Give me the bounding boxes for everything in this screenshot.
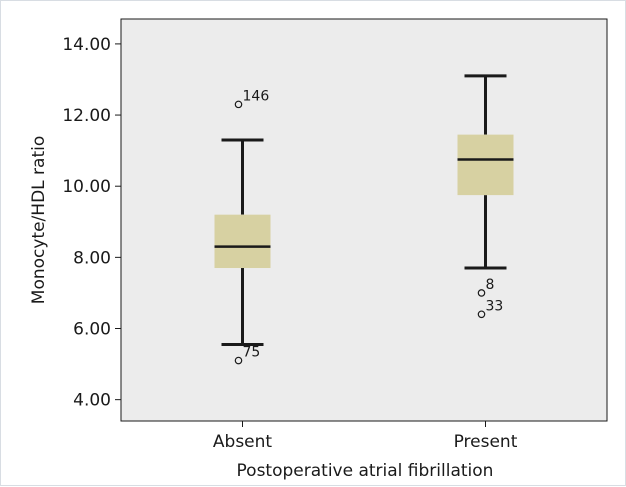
y-tick-label: 14.00 <box>62 35 111 55</box>
outlier-label: 33 <box>486 298 504 314</box>
outlier-label: 146 <box>243 88 270 104</box>
outlier-point <box>234 356 243 365</box>
y-tick-label: 4.00 <box>73 391 111 411</box>
x-axis: Absent Present <box>213 421 518 452</box>
x-axis-title: Postoperative atrial fibrillation <box>237 461 494 481</box>
y-axis: 4.00 6.00 8.00 10.00 12.00 14.00 <box>62 35 121 411</box>
outlier-point <box>234 100 243 109</box>
x-tick-label: Absent <box>213 432 273 452</box>
outlier-point <box>477 289 486 297</box>
outlier-label: 8 <box>486 277 495 293</box>
outlier-label: 75 <box>243 345 261 361</box>
y-tick-label: 6.00 <box>73 320 111 340</box>
outlier-point <box>477 310 486 319</box>
y-tick-label: 10.00 <box>62 177 111 197</box>
y-axis-title: Monocyte/HDL ratio <box>29 136 49 304</box>
plot-area <box>120 18 608 422</box>
y-tick-label: 8.00 <box>73 248 111 268</box>
iqr-box <box>457 134 514 196</box>
x-tick-label: Present <box>454 432 518 452</box>
box-group-absent: 146 75 <box>214 88 271 365</box>
iqr-box <box>214 214 271 269</box>
box-group-present: 833 <box>457 74 514 319</box>
y-tick-label: 12.00 <box>62 106 111 126</box>
